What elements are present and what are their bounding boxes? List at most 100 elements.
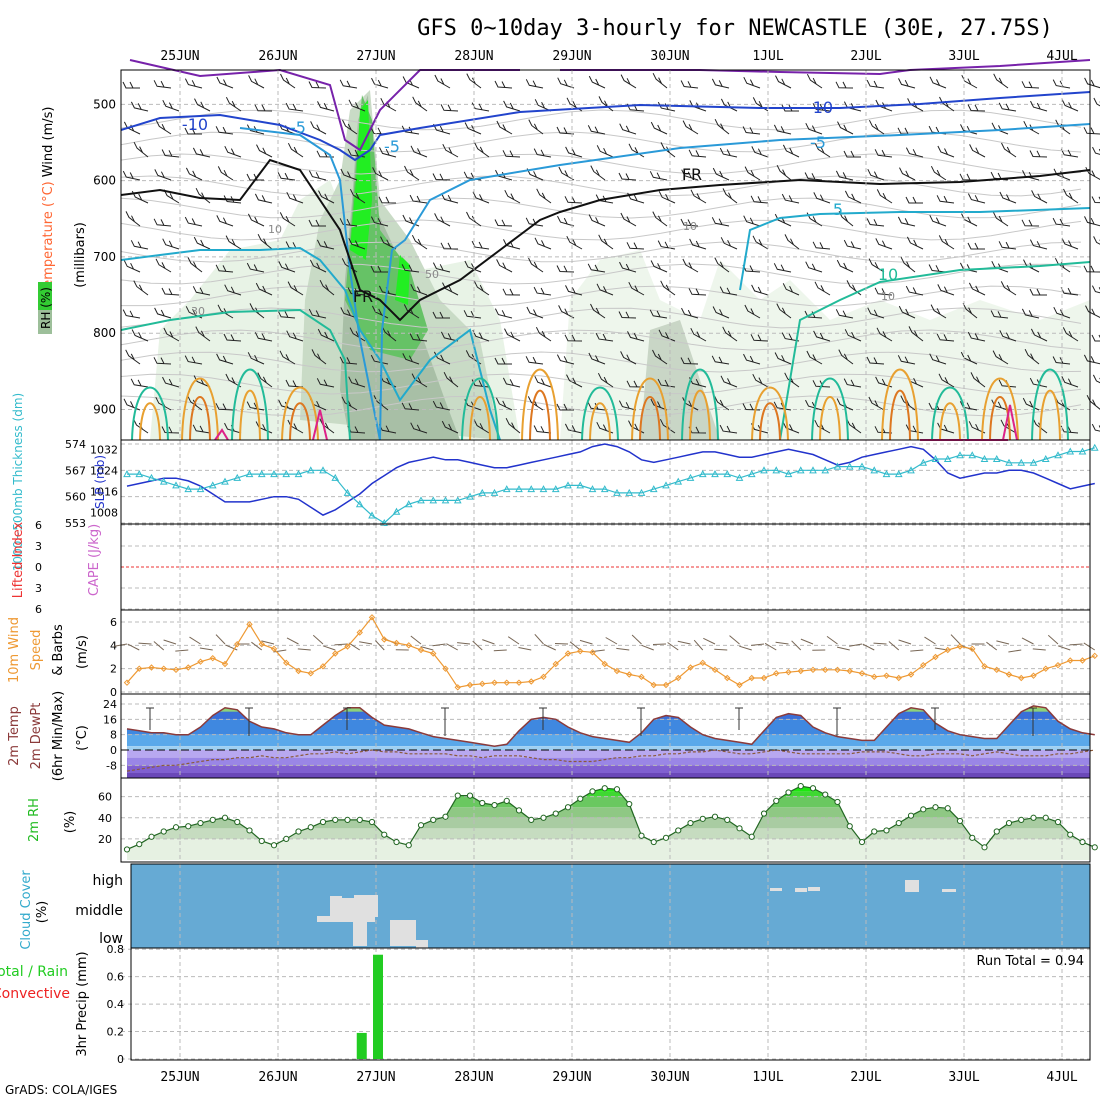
wind-barb: [184, 78, 203, 89]
surface-isotherm-lobe: [889, 389, 911, 441]
wind-barb: [590, 303, 606, 319]
thickness-marker: [637, 488, 646, 496]
wind10-marker: [552, 660, 559, 668]
thickness-marker: [858, 462, 866, 470]
wind-barb: [967, 242, 985, 250]
rh-marker: [332, 816, 339, 823]
temperature-minmax-bar: [1029, 707, 1037, 736]
wind-barb: [620, 74, 637, 89]
wind-barb: [153, 218, 172, 227]
slp-tick-label: 1016: [90, 485, 118, 498]
thickness-marker: [478, 488, 487, 496]
wind-barb: [619, 261, 637, 273]
wind10-barb: [862, 643, 875, 651]
thickness-marker: [331, 473, 340, 481]
rh-marker: [197, 819, 204, 827]
wind10-marker: [319, 663, 327, 670]
wind-barb: [440, 331, 459, 342]
surface-isotherm-lobe: [529, 389, 551, 441]
wind-barb: [565, 146, 583, 158]
rh-marker: [221, 814, 229, 821]
wind-barb: [992, 211, 1009, 227]
wind-barb: [1030, 100, 1048, 112]
thickness-marker: [490, 488, 499, 496]
rh-contour-line: [120, 153, 1082, 175]
rh-shading-region: [350, 100, 372, 260]
wind-barb: [813, 330, 831, 342]
wind10-marker: [650, 681, 657, 689]
date-label-top: 27JUN: [356, 49, 395, 64]
rh-marker: [687, 819, 694, 827]
wind10-barb: [1057, 645, 1071, 651]
wind-barb: [936, 195, 955, 204]
wind-barb: [162, 99, 180, 112]
cloud-cover-cell: [353, 920, 367, 946]
date-label-top: 28JUN: [454, 49, 493, 64]
chart-title: GFS 0~10day 3-hourly for NEWCASTLE (30E,…: [417, 16, 1053, 41]
wind10-barb: [225, 644, 238, 651]
rh-marker: [834, 798, 841, 806]
wind-barb: [805, 122, 823, 135]
temperature-label: Temperature (°C): [41, 181, 56, 294]
wind-barb: [556, 126, 575, 135]
wind-barb: [844, 329, 862, 342]
rh-contour-line: [120, 329, 1082, 351]
thickness-marker: [784, 470, 793, 478]
rh-tick-label: 60: [98, 791, 112, 804]
wind-barb: [556, 403, 574, 411]
wind-barb: [929, 214, 947, 227]
wind10-marker: [503, 679, 510, 686]
wind-barb: [714, 395, 730, 411]
thickness-marker: [992, 455, 1001, 463]
rh-contour-line: [120, 131, 1082, 153]
wind-barb: [937, 145, 955, 158]
rh-marker: [234, 818, 241, 826]
isotherm-label: 5: [833, 200, 843, 219]
wind-barb: [123, 260, 141, 273]
temperature-unit-label: (°C): [75, 725, 90, 751]
wind-barb: [680, 357, 699, 365]
lifted-index-tick-label: 3: [35, 582, 42, 595]
wind-barb: [471, 102, 490, 112]
wind10-marker: [797, 667, 804, 675]
wind10-tick-label: 0: [110, 686, 117, 699]
thickness-marker: [392, 507, 401, 515]
wind-barb: [536, 188, 552, 204]
wind-barb: [835, 309, 854, 319]
wind-barb: [1001, 142, 1017, 158]
wind-barb: [473, 280, 490, 296]
lifted-index-tick-label: 0: [35, 561, 42, 574]
wind10-marker: [871, 673, 878, 681]
rh-marker: [822, 791, 829, 798]
wind-barb: [193, 236, 211, 250]
wind10-unit-label: (m/s): [75, 635, 90, 669]
wind-barb: [843, 239, 862, 250]
wind-barb: [192, 286, 211, 296]
wind-barb: [339, 79, 358, 89]
wind-barb: [505, 417, 521, 434]
wind10-barb: [153, 641, 165, 651]
wind-barb: [1061, 376, 1079, 388]
wind-barb: [743, 76, 761, 89]
wind-barb: [598, 234, 614, 250]
wind-barb: [897, 216, 916, 227]
wind-barb: [154, 169, 172, 181]
wind-barb: [998, 102, 1017, 112]
wind10-marker: [809, 666, 817, 674]
surface-isotherm-lobe: [589, 402, 611, 441]
thickness-marker: [1066, 447, 1075, 455]
surface-isotherm-lobe: [581, 386, 619, 441]
wind-barb: [690, 189, 707, 204]
wind10-barb: [322, 645, 336, 651]
temperature-tick-label: 16: [103, 713, 117, 726]
cloud-cover-cell: [942, 889, 956, 892]
wind-barb: [410, 145, 428, 158]
wind10-marker: [687, 664, 694, 671]
upper-air-panel: 500 600 700 800 900 -10 -10 -5 -5 -5 FR FR 5 10 10 10 10…: [38, 59, 1100, 441]
surface-isotherm-warm: [214, 404, 1018, 441]
isotherm-minus10: [120, 91, 1091, 162]
wind-barb: [161, 287, 180, 296]
wind-barb: [246, 262, 265, 273]
wind-barb: [775, 75, 792, 89]
date-label-top: 29JUN: [552, 49, 591, 64]
